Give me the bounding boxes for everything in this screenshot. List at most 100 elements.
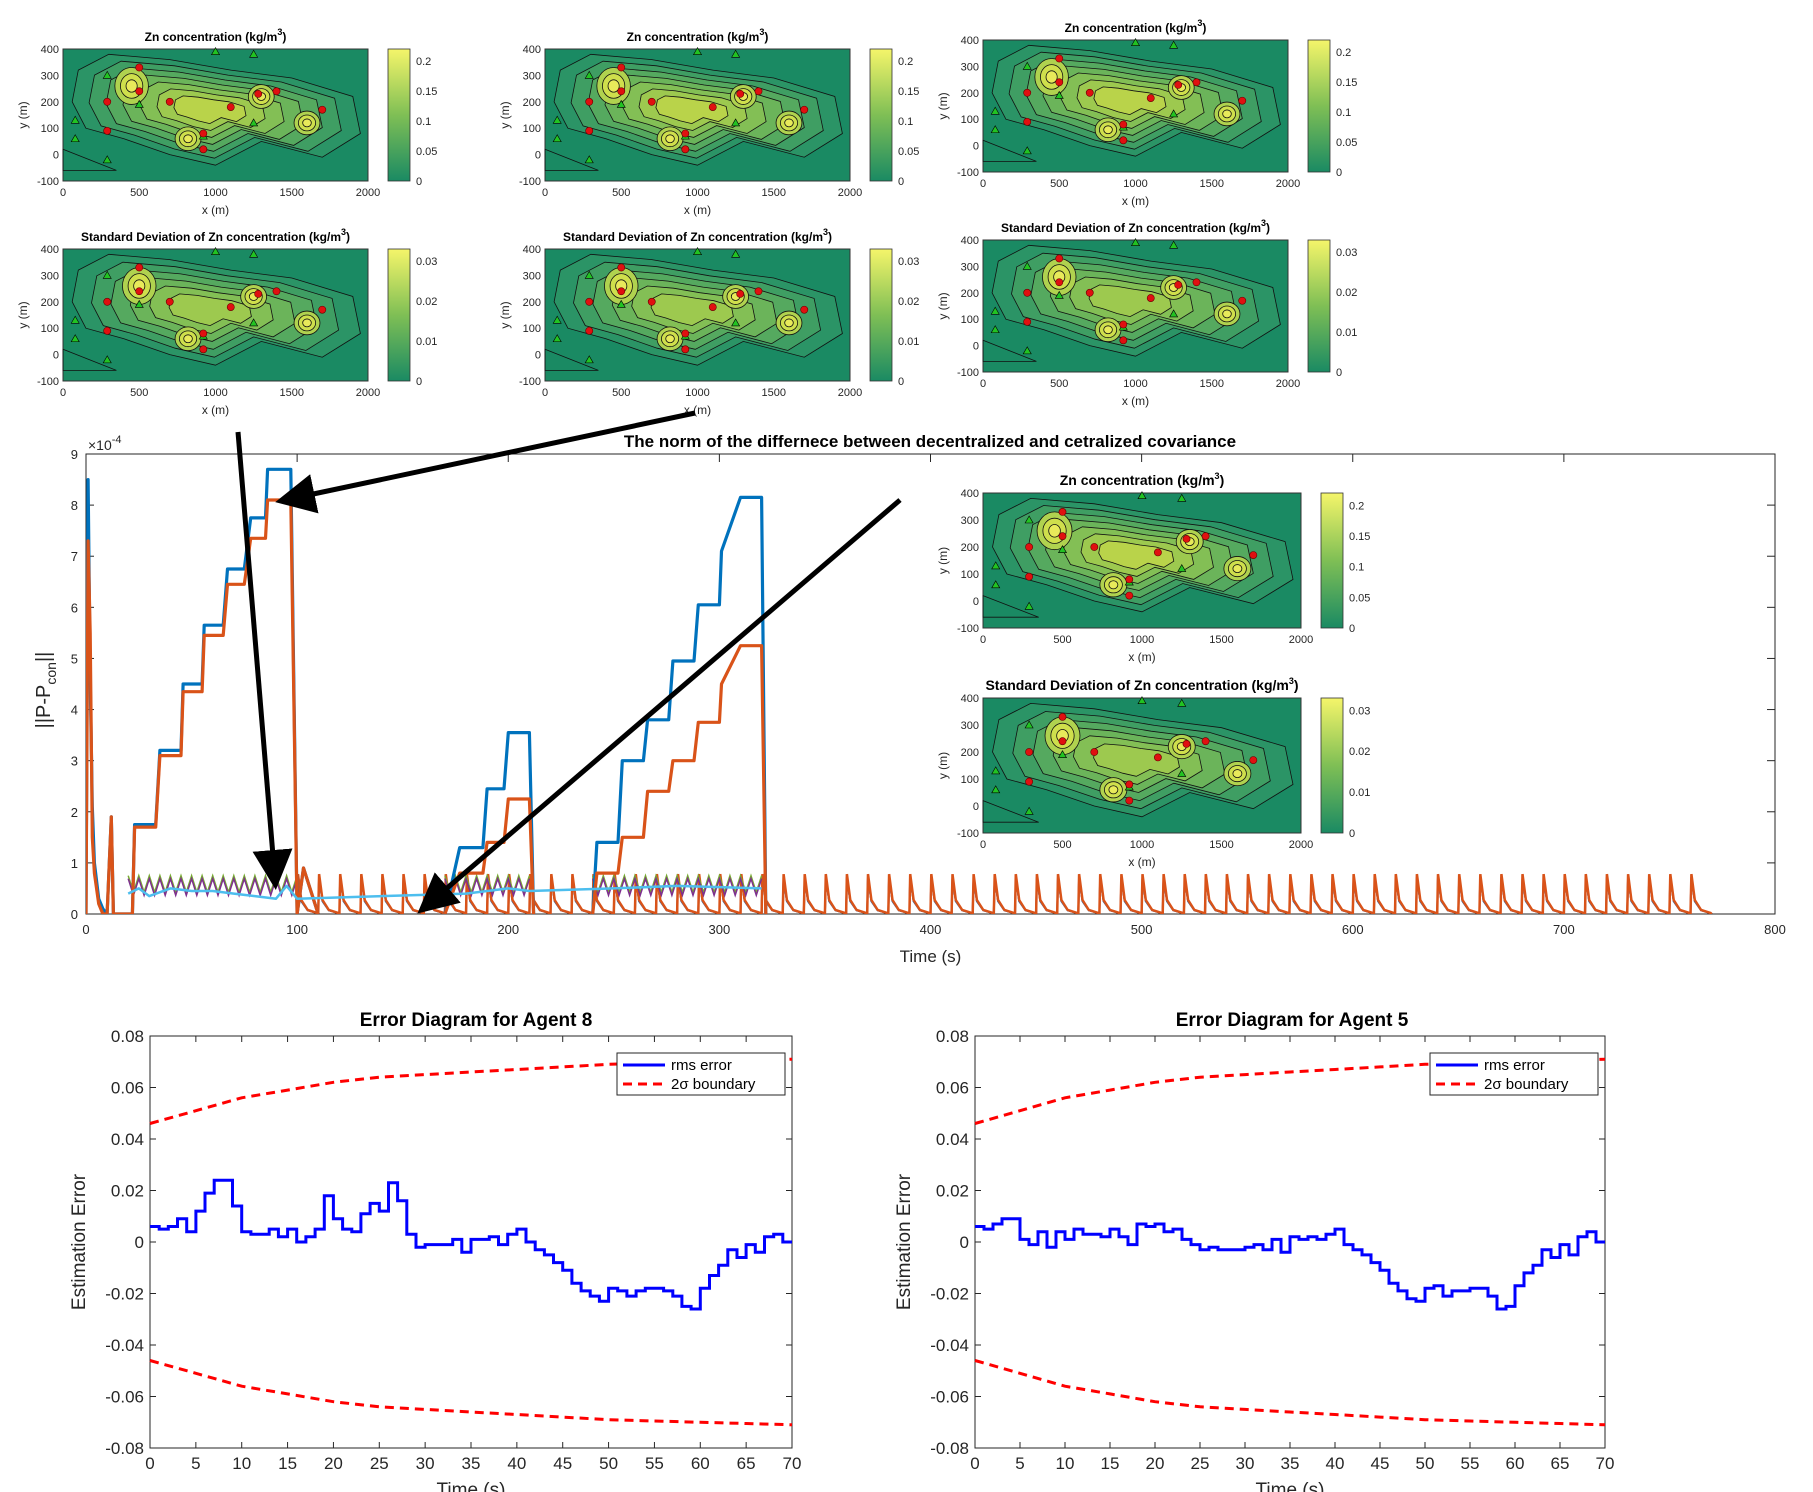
- map-x-tick-label: 2000: [1289, 839, 1313, 851]
- x-tick-label: 200: [497, 922, 519, 937]
- colorbar: [869, 248, 893, 382]
- x-tick-label: 50: [1416, 1454, 1435, 1473]
- contour-line: [982, 595, 1039, 618]
- colorbar-tick-label: 0.01: [898, 336, 919, 348]
- contour-hotspot: [302, 318, 312, 328]
- x-tick-label: 800: [1764, 922, 1786, 937]
- agent-marker: [318, 305, 327, 314]
- agent-marker: [1238, 296, 1247, 305]
- series-line: [591, 644, 768, 914]
- sensor-triangle: [102, 270, 112, 279]
- contour-hotspot: [1222, 309, 1232, 319]
- map-y-tick-label: 100: [961, 774, 979, 786]
- map-x-tick-label: 1500: [762, 387, 786, 399]
- agent-marker: [1125, 591, 1134, 600]
- y-tick-label: -0.02: [105, 1285, 144, 1304]
- sensor-triangle: [70, 315, 80, 324]
- contour-hotspot: [607, 79, 620, 93]
- map-x-label: x (m): [1122, 194, 1149, 208]
- map-x-tick-label: 500: [130, 387, 148, 399]
- agent-marker: [1090, 748, 1099, 756]
- map-y-tick-label: 100: [961, 114, 979, 126]
- map-title: Zn concentration (kg/m3): [627, 27, 769, 44]
- plot-area: [85, 453, 1776, 915]
- x-tick-label: 300: [709, 922, 731, 937]
- map-y-tick-label: 200: [961, 542, 979, 554]
- contour-hotspot: [1103, 325, 1113, 335]
- agent-marker: [103, 97, 112, 106]
- map-x-tick-label: 1500: [1200, 178, 1224, 190]
- sensor-triangle: [134, 99, 144, 108]
- sensor-triangle: [1137, 696, 1147, 705]
- map-title: Zn concentration (kg/m3): [1065, 18, 1207, 35]
- agent-marker: [1119, 136, 1128, 145]
- sensor-triangle: [552, 115, 562, 124]
- x-tick-label: 35: [1281, 1454, 1300, 1473]
- agent-marker: [272, 287, 281, 296]
- sensor-triangle: [102, 70, 112, 79]
- series-purple-line: [591, 876, 763, 898]
- colorbar-tick-label: 0.2: [898, 56, 913, 68]
- agent-marker: [272, 87, 281, 96]
- map-y-tick-label: 400: [523, 244, 541, 256]
- arrow: [417, 498, 902, 914]
- map-y-tick-label: 300: [523, 70, 541, 82]
- contour-band: [650, 293, 734, 327]
- agent-marker: [1055, 54, 1064, 63]
- map-x-tick-label: 500: [612, 187, 630, 199]
- y-tick-label: 0: [960, 1233, 969, 1252]
- colorbar-tick-label: 0.2: [1336, 47, 1351, 59]
- annotation-arrows: [235, 410, 902, 914]
- y-axis-label: Estimation Error: [894, 1173, 915, 1310]
- agent-marker: [736, 89, 745, 98]
- rms-error-line: [150, 1178, 792, 1311]
- agent-marker: [708, 103, 717, 111]
- x-tick-label: 60: [691, 1454, 710, 1473]
- contour-hotspot: [125, 79, 138, 93]
- agent-marker: [1025, 748, 1034, 756]
- map-y-tick-label: -100: [37, 376, 59, 388]
- agent-marker: [199, 145, 208, 154]
- y-tick-label: 0.04: [111, 1130, 144, 1149]
- map-x-tick-label: 500: [1053, 839, 1071, 851]
- series-line: [127, 884, 762, 900]
- x-tick-label: 10: [232, 1454, 251, 1473]
- y-tick-label: 6: [71, 600, 78, 615]
- map-x-tick-label: 0: [60, 187, 66, 199]
- agent-marker: [1119, 336, 1128, 345]
- contour-hotspot: [1232, 564, 1243, 574]
- sensor-triangle: [552, 134, 562, 143]
- x-tick-label: 45: [1371, 1454, 1390, 1473]
- agent-marker: [1201, 532, 1210, 541]
- map-y-tick-label: 400: [961, 235, 979, 247]
- sensor-triangle: [249, 249, 259, 258]
- map-y-tick-label: 100: [523, 123, 541, 135]
- x-tick-label: 10: [1056, 1454, 1075, 1473]
- colorbar-tick-label: 0.1: [416, 116, 431, 128]
- map-y-tick-label: 0: [973, 341, 979, 353]
- agent-marker: [135, 63, 144, 72]
- x-tick-label: 40: [507, 1454, 526, 1473]
- map-y-tick-label: 200: [523, 297, 541, 309]
- colorbar: [387, 48, 411, 182]
- error-plot-title: Error Diagram for Agent 8: [360, 1010, 593, 1031]
- y-tick-label: -0.02: [930, 1285, 969, 1304]
- map-y-tick-label: 200: [41, 97, 59, 109]
- agent-marker: [736, 289, 745, 298]
- sensor-triangle: [552, 315, 562, 324]
- colorbar-tick-label: 0: [416, 376, 422, 388]
- agent-marker: [617, 63, 626, 72]
- contour-band: [1093, 86, 1167, 116]
- y-tick-label: 0.04: [936, 1130, 969, 1149]
- sensor-triangle: [1169, 240, 1179, 249]
- map-x-tick-label: 0: [980, 378, 986, 390]
- arrow: [275, 410, 696, 514]
- map-y-label: y (m): [16, 101, 30, 128]
- map-title: Zn concentration (kg/m3): [145, 27, 287, 44]
- colorbar: [1307, 39, 1331, 173]
- map-y-label: y (m): [936, 752, 950, 779]
- x-tick-label: 30: [416, 1454, 435, 1473]
- map-x-label: x (m): [202, 203, 229, 217]
- sensor-triangle: [990, 106, 1000, 115]
